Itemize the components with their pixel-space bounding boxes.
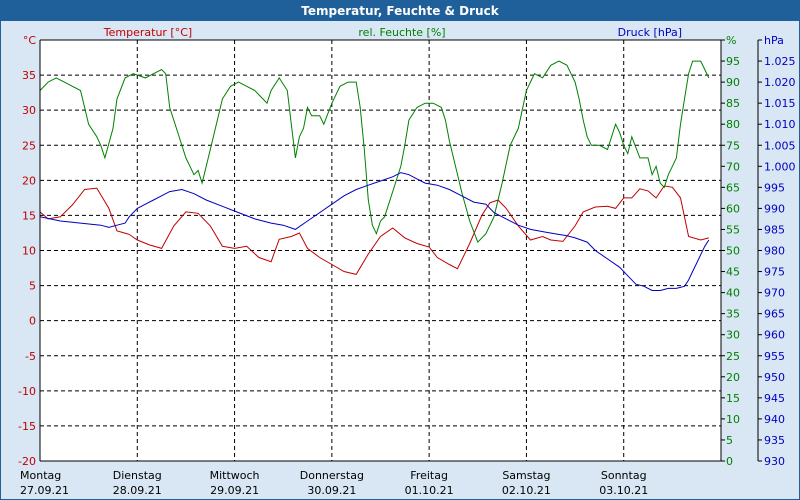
temp-tick-label: °C (23, 34, 37, 47)
humidity-axis-title: rel. Feuchte [%] (358, 26, 445, 39)
date-tick-label: 02.10.21 (502, 484, 551, 497)
humidity-tick-label: 0 (726, 455, 733, 468)
day-tick-label: Donnerstag (300, 469, 364, 482)
humidity-series-line (39, 60, 710, 244)
humidity-tick-label: 30 (726, 329, 740, 342)
temp-tick-label: -15 (18, 420, 36, 433)
pressure-tick-label: 975 (764, 266, 785, 279)
humidity-tick-label: 75 (726, 139, 740, 152)
date-tick-label: 01.10.21 (405, 484, 454, 497)
humidity-tick-label: 25 (726, 350, 740, 363)
pressure-tick-label: 1.010 (764, 118, 796, 131)
temp-tick-label: -5 (25, 350, 36, 363)
pressure-tick-label: 1.005 (764, 139, 796, 152)
pressure-axis-ticks: 930 935 940 945 950 955 960 965 970 975 980 985 990 9… (757, 34, 796, 468)
date-tick-label: 03.10.21 (599, 484, 648, 497)
humidity-tick-label: 85 (726, 97, 740, 110)
date-tick-label: 30.09.21 (307, 484, 356, 497)
date-tick-label: 27.09.21 (20, 484, 69, 497)
temp-tick-label: 20 (22, 174, 36, 187)
pressure-tick-label: 945 (764, 392, 785, 405)
pressure-tick-label: 935 (764, 434, 785, 447)
humidity-tick-label: 20 (726, 371, 740, 384)
humidity-tick-label: 40 (726, 287, 740, 300)
day-tick-label: Samstag (502, 469, 550, 482)
pressure-tick-label: 965 (764, 308, 785, 321)
date-tick-label: 29.09.21 (210, 484, 259, 497)
humidity-tick-label: 10 (726, 413, 740, 426)
pressure-tick-label: 950 (764, 371, 785, 384)
temp-tick-label: 5 (29, 280, 36, 293)
temp-tick-label: -20 (18, 455, 36, 468)
humidity-tick-label: % (726, 34, 736, 47)
pressure-tick-label: 940 (764, 413, 785, 426)
humidity-tick-label: 15 (726, 392, 740, 405)
pressure-tick-label: 1.015 (764, 97, 796, 110)
pressure-tick-label: hPa (764, 34, 784, 47)
humidity-tick-label: 35 (726, 308, 740, 321)
pressure-tick-label: 960 (764, 329, 785, 342)
pressure-tick-label: 1.025 (764, 55, 796, 68)
pressure-series-line (39, 172, 710, 291)
temp-tick-label: 35 (22, 69, 36, 82)
temp-tick-label: -10 (18, 385, 36, 398)
chart-title: Temperatur, Feuchte & Druck (1, 1, 799, 21)
date-tick-label: 28.09.21 (113, 484, 162, 497)
pressure-tick-label: 955 (764, 350, 785, 363)
humidity-tick-label: 95 (726, 55, 740, 68)
pressure-tick-label: 980 (764, 245, 785, 258)
temp-tick-label: 30 (22, 104, 36, 117)
pressure-tick-label: 995 (764, 181, 785, 194)
humidity-tick-label: 70 (726, 160, 740, 173)
pressure-axis-title: Druck [hPa] (618, 26, 682, 39)
humidity-tick-label: 65 (726, 181, 740, 194)
pressure-tick-label: 990 (764, 202, 785, 215)
day-tick-label: Montag (20, 469, 61, 482)
pressure-tick-label: 930 (764, 455, 785, 468)
series-layer (39, 60, 710, 291)
humidity-tick-label: 5 (726, 434, 733, 447)
day-tick-label: Dienstag (113, 469, 162, 482)
humidity-tick-label: 55 (726, 223, 740, 236)
pressure-tick-label: 1.020 (764, 76, 796, 89)
temperature-series-line (39, 185, 709, 275)
humidity-tick-label: 80 (726, 118, 740, 131)
grid (40, 40, 721, 461)
pressure-tick-label: 970 (764, 287, 785, 300)
temp-tick-label: 10 (22, 245, 36, 258)
temp-tick-label: 25 (22, 139, 36, 152)
humidity-tick-label: 60 (726, 202, 740, 215)
day-axis-ticks: Montag 27.09.21 Dienstag 28.09.21 Mittwoch 29… (20, 469, 648, 497)
day-tick-label: Sonntag (601, 469, 647, 482)
temp-tick-label: 0 (29, 315, 36, 328)
temp-tick-label: 15 (22, 209, 36, 222)
day-tick-label: Mittwoch (210, 469, 260, 482)
humidity-tick-label: 50 (726, 245, 740, 258)
day-tick-label: Freitag (410, 469, 448, 482)
temp-axis-title: Temperatur [°C] (103, 26, 192, 39)
humidity-tick-label: 90 (726, 76, 740, 89)
plot-area (40, 40, 721, 461)
pressure-tick-label: 985 (764, 223, 785, 236)
temp-axis-ticks: -20 -15 -10 -5 0 5 10 15 20 25 30 35 °C (18, 34, 36, 468)
humidity-axis-ticks: 0 5 10 15 20 25 30 35 40 45 50 55 60 65 70 75 80 85 90 95% (721, 34, 740, 468)
humidity-tick-label: 45 (726, 266, 740, 279)
pressure-tick-label: 1.000 (764, 160, 796, 173)
